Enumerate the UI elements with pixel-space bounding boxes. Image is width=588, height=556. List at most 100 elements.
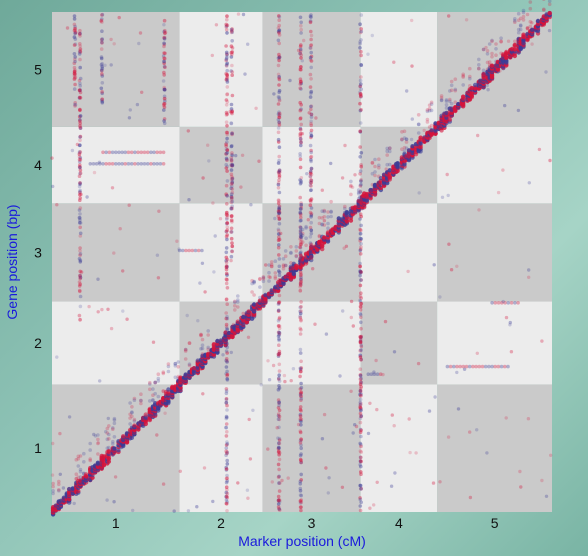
eqtl-point bbox=[276, 130, 281, 135]
eqtl-point bbox=[273, 216, 277, 221]
eqtl-point bbox=[298, 505, 303, 510]
eqtl-point bbox=[158, 162, 163, 166]
eqtl-point bbox=[308, 235, 313, 239]
eqtl-point bbox=[276, 137, 281, 142]
eqtl-point bbox=[299, 53, 304, 57]
eqtl-point bbox=[203, 290, 207, 294]
eqtl-point bbox=[277, 400, 281, 405]
eqtl-point bbox=[298, 314, 302, 318]
eqtl-point bbox=[308, 46, 313, 50]
eqtl-point bbox=[277, 121, 282, 125]
eqtl-point bbox=[298, 407, 303, 412]
eqtl-point bbox=[100, 97, 104, 102]
eqtl-point bbox=[230, 63, 234, 68]
eqtl-point bbox=[162, 96, 167, 101]
eqtl-point bbox=[162, 94, 167, 99]
eqtl-point bbox=[78, 218, 82, 222]
eqtl-point bbox=[142, 150, 147, 155]
eqtl-point bbox=[230, 230, 234, 234]
eqtl-point bbox=[77, 184, 82, 189]
eqtl-point bbox=[433, 395, 437, 399]
eqtl-point bbox=[294, 249, 299, 253]
eqtl-point bbox=[277, 457, 282, 462]
eqtl-point bbox=[286, 476, 290, 480]
eqtl-point bbox=[393, 471, 397, 475]
eqtl-point bbox=[374, 358, 378, 363]
eqtl-point bbox=[496, 364, 501, 369]
eqtl-point bbox=[78, 317, 82, 322]
eqtl-point bbox=[225, 360, 229, 364]
eqtl-point bbox=[461, 75, 466, 79]
eqtl-point bbox=[215, 338, 220, 344]
eqtl-point bbox=[503, 301, 507, 305]
eqtl-point bbox=[225, 52, 229, 56]
eqtl-point bbox=[111, 439, 115, 444]
eqtl-point bbox=[298, 305, 303, 310]
eqtl-point bbox=[299, 438, 304, 442]
eqtl-point bbox=[73, 55, 77, 59]
eqtl-point bbox=[224, 281, 229, 286]
eqtl-point bbox=[444, 99, 449, 103]
eqtl-point bbox=[309, 206, 314, 210]
eqtl-point bbox=[358, 145, 363, 149]
eqtl-point bbox=[298, 157, 303, 162]
eqtl-point bbox=[359, 347, 363, 352]
eqtl-point bbox=[224, 494, 229, 499]
x-tick-label: 1 bbox=[112, 515, 120, 531]
eqtl-point bbox=[299, 79, 303, 84]
eqtl-point bbox=[351, 324, 355, 328]
eqtl-point bbox=[224, 113, 229, 117]
eqtl-point bbox=[78, 158, 83, 162]
eqtl-point bbox=[299, 140, 303, 144]
eqtl-point bbox=[77, 143, 82, 148]
eqtl-point bbox=[547, 2, 552, 7]
eqtl-point bbox=[309, 54, 314, 59]
eqtl-point bbox=[377, 157, 381, 161]
eqtl-point bbox=[354, 424, 359, 429]
eqtl-point bbox=[206, 347, 210, 352]
eqtl-point bbox=[78, 234, 83, 238]
eqtl-point bbox=[358, 129, 363, 133]
eqtl-point bbox=[416, 361, 421, 366]
eqtl-point bbox=[540, 339, 544, 343]
eqtl-point bbox=[178, 375, 183, 380]
eqtl-point bbox=[277, 401, 281, 406]
eqtl-point bbox=[277, 386, 282, 390]
eqtl-point bbox=[112, 251, 116, 255]
eqtl-point bbox=[304, 226, 308, 230]
eqtl-point bbox=[299, 392, 303, 396]
eqtl-point bbox=[230, 151, 234, 155]
eqtl-point bbox=[143, 412, 148, 417]
eqtl-point bbox=[496, 190, 501, 195]
eqtl-point bbox=[304, 224, 308, 229]
eqtl-point bbox=[340, 176, 345, 180]
eqtl-point bbox=[358, 78, 363, 83]
eqtl-point bbox=[299, 204, 304, 209]
eqtl-point bbox=[277, 58, 281, 63]
eqtl-point bbox=[358, 449, 363, 453]
eqtl-point bbox=[224, 152, 228, 156]
eqtl-point bbox=[277, 243, 281, 247]
eqtl-point bbox=[224, 468, 229, 472]
eqtl-point bbox=[493, 364, 498, 369]
eqtl-point bbox=[57, 488, 61, 492]
eqtl-point bbox=[299, 143, 303, 148]
eqtl-point bbox=[77, 154, 82, 159]
eqtl-point bbox=[358, 84, 363, 89]
eqtl-point bbox=[484, 45, 488, 50]
eqtl-point bbox=[212, 270, 216, 274]
eqtl-point bbox=[277, 489, 282, 493]
eqtl-point bbox=[344, 244, 349, 248]
eqtl-point bbox=[309, 65, 314, 70]
eqtl-point bbox=[225, 62, 229, 67]
eqtl-point bbox=[224, 258, 228, 263]
eqtl-point bbox=[358, 441, 363, 446]
eqtl-point bbox=[225, 151, 230, 155]
eqtl-point bbox=[277, 145, 282, 149]
eqtl-point bbox=[518, 469, 522, 474]
eqtl-point bbox=[309, 172, 314, 177]
eqtl-point bbox=[225, 487, 229, 492]
eqtl-point bbox=[78, 289, 82, 294]
eqtl-point bbox=[308, 180, 313, 184]
eqtl-point bbox=[298, 15, 303, 20]
